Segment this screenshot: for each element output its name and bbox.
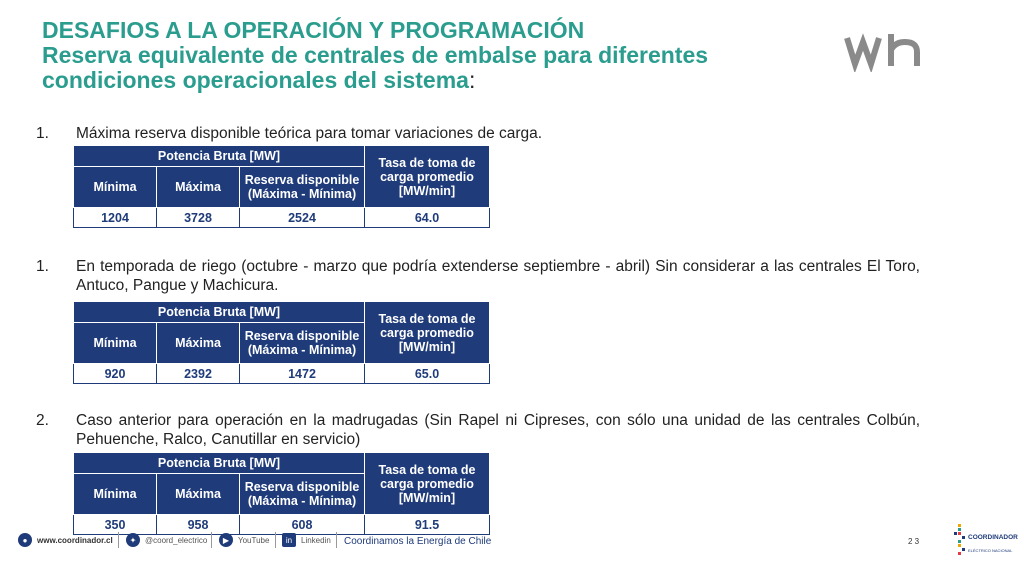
header-tasa: Tasa de toma de carga promedio [MW/min] bbox=[364, 301, 490, 364]
header-reserva: Reserva disponible (Máxima - Mínima) bbox=[239, 166, 365, 208]
table-row: 920 2392 1472 65.0 bbox=[73, 363, 490, 384]
header-tasa-l3: [MW/min] bbox=[398, 183, 456, 198]
item-number: 1. bbox=[36, 258, 49, 275]
header-potencia: Potencia Bruta [MW] bbox=[73, 145, 365, 167]
title-line-3: condiciones operacionales del sistema: bbox=[42, 68, 822, 93]
footer-divider bbox=[118, 532, 119, 548]
header-tasa-l3: [MW/min] bbox=[398, 490, 456, 505]
cell-minima: 1204 bbox=[73, 207, 157, 228]
header-tasa-l3: [MW/min] bbox=[398, 339, 456, 354]
footer-divider bbox=[336, 532, 337, 548]
title-line-1: DESAFIOS A LA OPERACIÓN Y PROGRAMACIÓN bbox=[42, 17, 585, 43]
coordinador-logo bbox=[954, 524, 965, 555]
header-tasa-l1: Tasa de toma de bbox=[378, 311, 476, 326]
wh-logo bbox=[844, 33, 920, 72]
title-colon: : bbox=[468, 67, 476, 93]
footer: ● www.coordinador.cl ✦ @coord_electrico … bbox=[0, 524, 1024, 566]
header-reserva-l2: (Máxima - Mínima) bbox=[247, 494, 357, 508]
footer-linkedin[interactable]: in Linkedin bbox=[282, 533, 331, 547]
header-reserva-l1: Reserva disponible bbox=[244, 173, 360, 187]
table-row: 1204 3728 2524 64.0 bbox=[73, 207, 490, 228]
cell-minima: 920 bbox=[73, 363, 157, 384]
title-line-2: Reserva equivalente de centrales de emba… bbox=[42, 42, 709, 68]
header-reserva: Reserva disponible (Máxima - Mínima) bbox=[239, 322, 365, 364]
list-item-1: 1. Máxima reserva disponible teórica par… bbox=[36, 124, 920, 143]
header-tasa-l2: carga promedio bbox=[380, 476, 474, 491]
cell-tasa: 65.0 bbox=[364, 363, 490, 384]
cell-maxima: 3728 bbox=[156, 207, 240, 228]
linkedin-text: Linkedin bbox=[301, 535, 331, 545]
page-number: 2 3 bbox=[908, 537, 920, 546]
website-text: www.coordinador.cl bbox=[37, 535, 113, 545]
header-tasa-l1: Tasa de toma de bbox=[378, 155, 476, 170]
cell-reserva: 608 bbox=[239, 514, 365, 535]
footer-divider bbox=[211, 532, 212, 548]
linkedin-icon: in bbox=[282, 533, 296, 547]
footer-website[interactable]: ● www.coordinador.cl bbox=[18, 533, 113, 547]
brand-subtitle: ELÉCTRICO NACIONAL bbox=[968, 548, 1013, 553]
web-icon: ● bbox=[18, 533, 32, 547]
header-tasa: Tasa de toma de carga promedio [MW/min] bbox=[364, 145, 490, 208]
header-minima: Mínima bbox=[73, 473, 157, 515]
header-reserva-l2: (Máxima - Mínima) bbox=[247, 187, 357, 201]
header-reserva-l2: (Máxima - Mínima) bbox=[247, 343, 357, 357]
footer-youtube[interactable]: ▶ YouTube bbox=[219, 533, 269, 547]
youtube-text: YouTube bbox=[238, 535, 270, 545]
twitter-text: @coord_electrico bbox=[145, 535, 208, 545]
table-row: 350 958 608 91.5 bbox=[73, 514, 490, 535]
header-reserva-l1: Reserva disponible bbox=[244, 329, 360, 343]
header-maxima: Máxima bbox=[156, 322, 240, 364]
title-line-3-text: condiciones operacionales del sistema bbox=[42, 67, 469, 93]
reserve-table-2: Potencia Bruta [MW] Tasa de toma de carg… bbox=[73, 301, 490, 384]
reserve-table-1: Potencia Bruta [MW] Tasa de toma de carg… bbox=[73, 145, 490, 228]
header-maxima: Máxima bbox=[156, 166, 240, 208]
reserve-table-3: Potencia Bruta [MW] Tasa de toma de carg… bbox=[73, 452, 490, 535]
list-item-3: 2. Caso anterior para operación en la ma… bbox=[36, 411, 920, 449]
header-tasa: Tasa de toma de carga promedio [MW/min] bbox=[364, 452, 490, 515]
footer-divider bbox=[275, 532, 276, 548]
item-number: 1. bbox=[36, 125, 49, 142]
header-tasa-l1: Tasa de toma de bbox=[378, 462, 476, 477]
cell-reserva: 1472 bbox=[239, 363, 365, 384]
header-tasa-l2: carga promedio bbox=[380, 169, 474, 184]
header-reserva-l1: Reserva disponible bbox=[244, 480, 360, 494]
header-potencia: Potencia Bruta [MW] bbox=[73, 452, 365, 474]
brand-name: COORDINADOR bbox=[968, 534, 1018, 541]
cell-maxima: 2392 bbox=[156, 363, 240, 384]
header-tasa-l2: carga promedio bbox=[380, 325, 474, 340]
item-text: Máxima reserva disponible teórica para t… bbox=[76, 125, 543, 142]
cell-tasa: 91.5 bbox=[364, 514, 490, 535]
youtube-icon: ▶ bbox=[219, 533, 233, 547]
item-number: 2. bbox=[36, 412, 49, 429]
list-item-2: 1. En temporada de riego (octubre - marz… bbox=[36, 257, 920, 295]
header-potencia: Potencia Bruta [MW] bbox=[73, 301, 365, 323]
header-maxima: Máxima bbox=[156, 473, 240, 515]
cell-maxima: 958 bbox=[156, 514, 240, 535]
footer-tagline: Coordinamos la Energía de Chile bbox=[344, 536, 492, 547]
footer-twitter[interactable]: ✦ @coord_electrico bbox=[126, 533, 207, 547]
cell-tasa: 64.0 bbox=[364, 207, 490, 228]
cell-minima: 350 bbox=[73, 514, 157, 535]
item-text: Caso anterior para operación en la madru… bbox=[76, 412, 920, 448]
cell-reserva: 2524 bbox=[239, 207, 365, 228]
twitter-icon: ✦ bbox=[126, 533, 140, 547]
header-minima: Mínima bbox=[73, 166, 157, 208]
slide-title: DESAFIOS A LA OPERACIÓN Y PROGRAMACIÓN R… bbox=[42, 18, 822, 93]
header-reserva: Reserva disponible (Máxima - Mínima) bbox=[239, 473, 365, 515]
item-text: En temporada de riego (octubre - marzo q… bbox=[76, 258, 920, 294]
header-minima: Mínima bbox=[73, 322, 157, 364]
